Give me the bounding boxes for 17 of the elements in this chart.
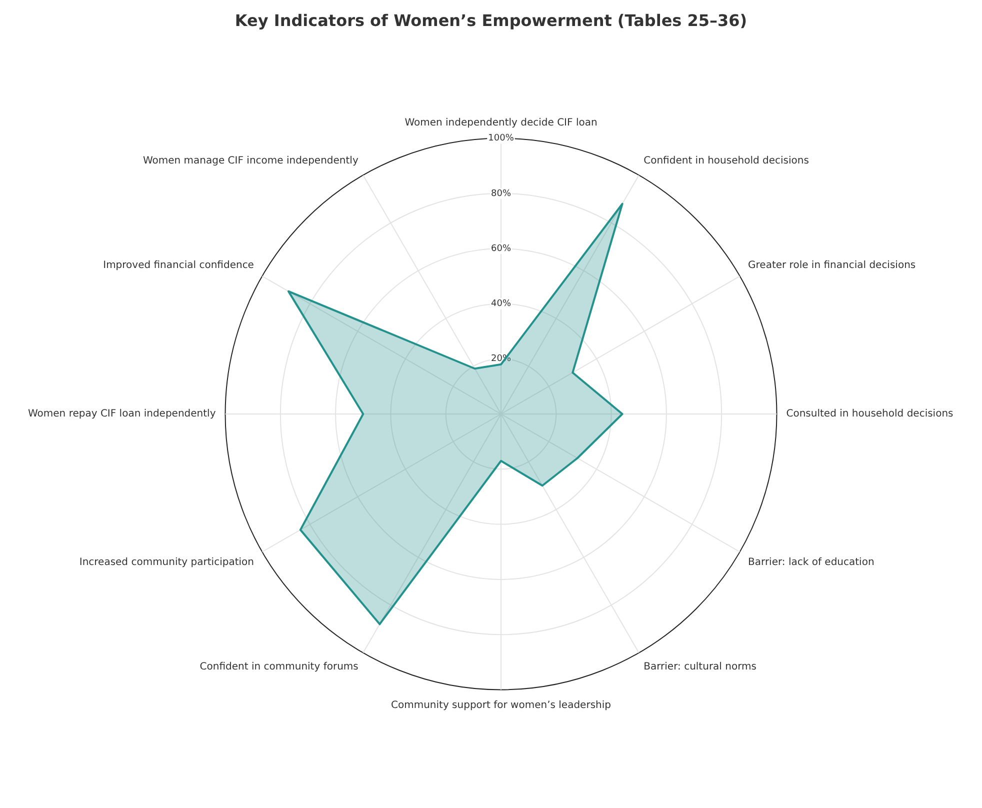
spoke-label: Women independently decide CIF loan: [404, 117, 598, 128]
spoke-label: Barrier: cultural norms: [644, 662, 756, 673]
spoke-label: Community support for women’s leadership: [391, 700, 611, 711]
spoke-label: Women repay CIF loan independently: [28, 408, 216, 420]
spoke-label: Women manage CIF income independently: [142, 156, 358, 167]
spoke-label: Barrier: lack of education: [748, 557, 874, 568]
spoke-label: Greater role in financial decisions: [748, 260, 916, 271]
chart-title: Key Indicators of Women’s Empowerment (Tables 25–36): [234, 10, 748, 30]
y-tick-label: 60%: [490, 244, 512, 254]
spoke-label: Improved financial confidence: [103, 260, 254, 271]
spoke-label: Confident in household decisions: [644, 156, 809, 167]
y-tick-label: 80%: [490, 188, 512, 199]
y-tick-label: 100%: [488, 134, 514, 144]
spoke-label: Consulted in household decisions: [786, 408, 954, 420]
y-tick-label: 40%: [490, 299, 512, 310]
spoke-label: Confident in community forums: [200, 662, 358, 673]
spoke-label: Increased community participation: [79, 557, 254, 568]
